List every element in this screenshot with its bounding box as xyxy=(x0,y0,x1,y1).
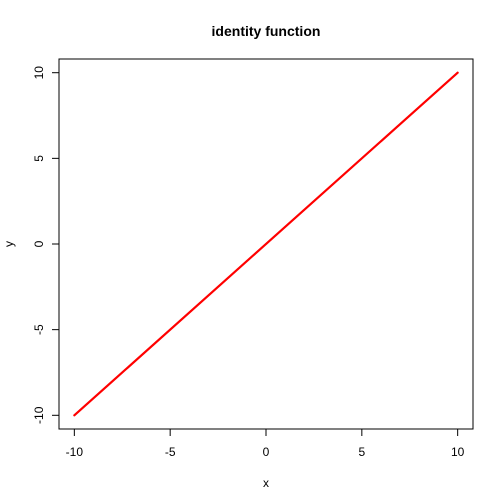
x-axis-label: x xyxy=(263,476,269,490)
series-layer xyxy=(73,71,459,417)
x-tick-label: 5 xyxy=(358,445,365,459)
series-line xyxy=(73,71,459,417)
y-tick-label: -10 xyxy=(32,406,46,424)
y-axis: -10 -5 0 5 10 xyxy=(32,66,60,424)
y-tick-label: 10 xyxy=(32,66,46,80)
x-tick-label: 10 xyxy=(451,445,465,459)
chart-title: identity function xyxy=(212,23,321,39)
y-tick-label: 0 xyxy=(32,240,46,247)
y-tick-label: -5 xyxy=(32,324,46,335)
x-tick-label: 0 xyxy=(263,445,270,459)
y-axis-label: y xyxy=(2,241,16,247)
x-tick-label: -10 xyxy=(66,445,84,459)
x-axis: -10 -5 0 5 10 xyxy=(66,428,465,459)
y-tick-label: 5 xyxy=(32,155,46,162)
x-tick-label: -5 xyxy=(165,445,176,459)
